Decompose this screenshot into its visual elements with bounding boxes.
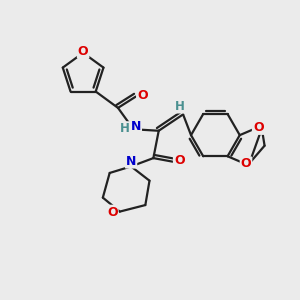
Text: N: N	[126, 154, 136, 168]
Text: O: O	[241, 158, 251, 170]
Text: N: N	[130, 120, 141, 133]
Text: H: H	[120, 122, 130, 135]
Text: H: H	[175, 100, 184, 112]
Text: O: O	[253, 121, 263, 134]
Text: O: O	[174, 154, 184, 167]
Text: O: O	[107, 206, 118, 219]
Text: O: O	[137, 89, 148, 102]
Text: O: O	[78, 44, 88, 58]
